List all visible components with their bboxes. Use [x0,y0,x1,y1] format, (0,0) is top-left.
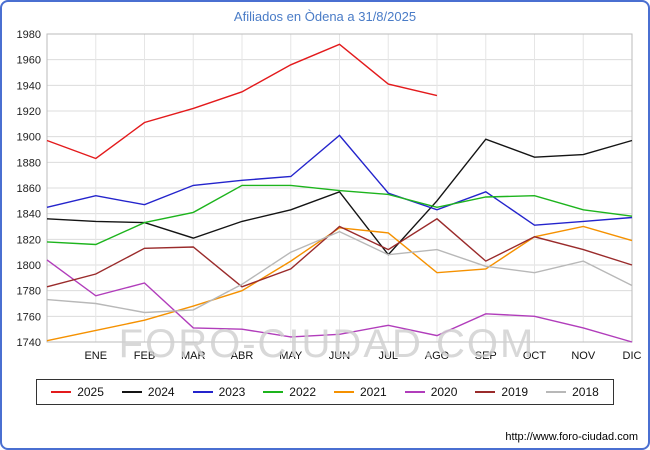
legend-line-swatch-2025 [51,391,72,393]
legend-item-2021: 2021 [334,385,387,399]
svg-text:DIC: DIC [623,350,642,362]
svg-text:1800: 1800 [17,260,41,272]
legend-item-2020: 2020 [404,385,458,399]
legend-line-swatch-2024 [121,391,142,393]
line-chart: 1740 1760 1780 1800 1820 1840 1860 1880 1900 1920… [17,29,642,362]
svg-text:1980: 1980 [17,29,41,41]
svg-text:MAY: MAY [279,350,303,362]
legend-item-2022: 2022 [263,385,316,399]
legend-item-2019: 2019 [475,385,528,399]
legend-label-2024: 2024 [147,385,175,399]
legend-label-2019: 2019 [501,385,529,399]
svg-text:ABR: ABR [231,350,254,362]
legend-line-swatch-2020 [404,391,425,393]
svg-text:NOV: NOV [571,350,596,362]
source-url[interactable]: http://www.foro-ciudad.com [505,431,638,443]
svg-text:1820: 1820 [17,234,41,246]
svg-text:1880: 1880 [17,157,41,169]
legend-label-2022: 2022 [289,385,316,399]
svg-text:1900: 1900 [17,132,41,144]
svg-text:ENE: ENE [84,350,107,362]
legend-label-2023: 2023 [218,385,246,399]
legend-item-2023: 2023 [192,385,246,399]
svg-text:1840: 1840 [17,209,41,221]
svg-text:MAR: MAR [181,350,206,362]
legend-label-2025: 2025 [77,385,104,399]
svg-text:JUL: JUL [378,350,398,362]
legend-item-2024: 2024 [121,385,175,399]
chart-area: 1740 1760 1780 1800 1820 1840 1860 1880 1900 1920… [2,28,648,368]
svg-text:1920: 1920 [17,106,41,118]
svg-text:1940: 1940 [17,80,41,92]
svg-text:FEB: FEB [134,350,155,362]
legend-item-2018: 2018 [546,385,599,399]
legend-item-2025: 2025 [51,385,104,399]
legend-line-swatch-2021 [334,391,354,393]
legend-line-swatch-2023 [192,391,213,393]
legend-line-swatch-2018 [546,391,567,393]
svg-text:1740: 1740 [17,337,41,349]
legend-line-swatch-2022 [263,391,284,393]
legend-line-swatch-2019 [475,391,496,393]
svg-text:1760: 1760 [17,311,41,323]
svg-text:JUN: JUN [329,350,350,362]
svg-text:1960: 1960 [17,55,41,67]
svg-text:1780: 1780 [17,286,41,298]
legend-box: 2025 2024 2023 2022 2021 2020 2019 2018 [36,379,614,405]
svg-text:OCT: OCT [523,350,547,362]
svg-text:AGO: AGO [425,350,450,362]
legend-label-2018: 2018 [572,385,599,399]
page-title: Afiliados en Òdena a 31/8/2025 [233,9,417,24]
svg-text:1860: 1860 [17,183,41,195]
svg-text:SEP: SEP [475,350,497,362]
legend-label-2021: 2021 [360,385,387,399]
legend-label-2020: 2020 [430,385,458,399]
legend: 2025 2024 2023 2022 2021 2020 2019 2018 [2,379,648,405]
